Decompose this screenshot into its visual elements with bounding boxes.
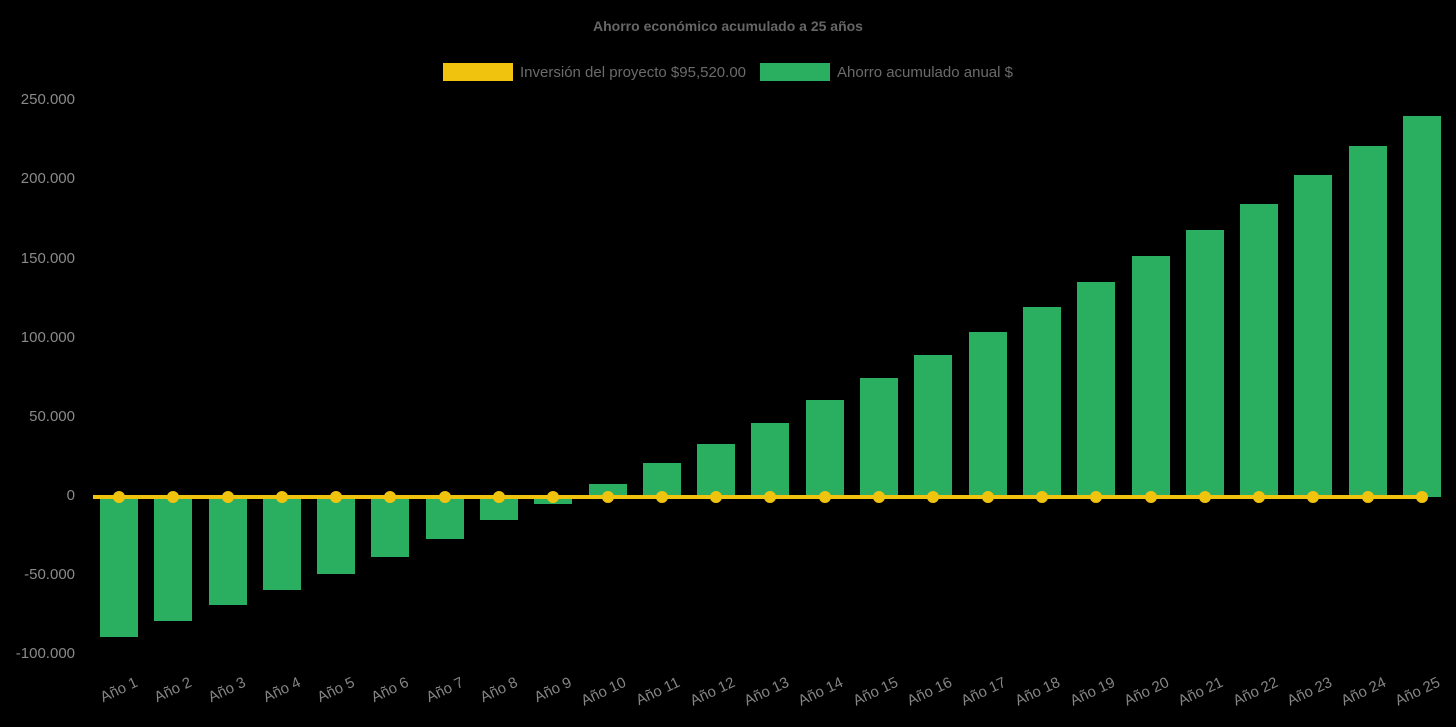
investment-line-point	[1253, 491, 1266, 503]
savings-bar	[914, 355, 953, 497]
x-axis-tick-label: Año 16	[904, 674, 955, 710]
investment-line-point	[330, 491, 343, 503]
x-axis-tick-label: Año 7	[423, 674, 466, 706]
savings-bar	[805, 400, 844, 497]
y-axis-tick-label: -100.000	[15, 645, 75, 663]
x-axis-tick-label: Año 22	[1230, 674, 1281, 710]
investment-line-point	[113, 491, 125, 503]
y-axis-tick-label: 150.000	[20, 249, 75, 267]
investment-line-point	[275, 491, 288, 503]
investment-line-point	[927, 491, 940, 503]
investment-line-point	[873, 491, 886, 503]
x-axis-tick-label: Año 12	[687, 674, 738, 710]
savings-bar	[371, 497, 410, 558]
savings-bar	[1022, 307, 1061, 497]
x-axis-tick-label: Año 24	[1338, 674, 1389, 710]
x-axis-tick-label: Año 17	[958, 674, 1009, 710]
y-axis-tick-label: 250.000	[20, 91, 75, 109]
x-axis-tick-label: Año 14	[795, 674, 846, 710]
savings-legend-swatch	[760, 63, 831, 81]
x-axis-tick-label: Año 20	[1121, 674, 1172, 710]
savings-bar	[100, 497, 138, 638]
investment-line-point	[655, 491, 668, 503]
investment-line-point	[818, 491, 831, 503]
savings-bar	[208, 497, 247, 606]
y-axis-tick-label: 0	[66, 487, 75, 504]
x-axis-tick-label: Año 11	[633, 674, 684, 710]
savings-bar	[425, 497, 464, 539]
investment-line-point	[547, 491, 560, 503]
savings-bar	[154, 497, 193, 622]
x-axis-tick-label: Año 3	[206, 674, 249, 706]
investment-line-point	[493, 491, 506, 503]
investment-line	[93, 495, 1422, 499]
x-axis-tick-label: Año 5	[314, 674, 358, 706]
legend-item-savings[interactable]: Ahorro acumulado anual $	[760, 63, 1013, 81]
x-axis-tick-label: Año 9	[531, 674, 575, 706]
savings-bar	[1402, 116, 1441, 497]
x-axis-tick-label: Año 23	[1284, 674, 1335, 710]
savings-bar	[588, 483, 627, 497]
x-axis-tick-label: Año 21	[1175, 674, 1226, 710]
investment-line-point	[438, 491, 451, 503]
investment-line-point	[1144, 491, 1157, 503]
savings-bar	[1077, 282, 1116, 497]
savings-bar	[968, 331, 1007, 497]
investment-legend-label: Inversión del proyecto $95,520.00	[520, 63, 747, 81]
investment-line-point	[981, 491, 994, 503]
investment-legend-swatch	[443, 63, 514, 81]
x-axis-tick-label: Año 10	[578, 674, 629, 710]
savings-bar	[262, 497, 301, 590]
savings-bar	[1185, 230, 1224, 497]
investment-line-point	[1415, 491, 1428, 503]
investment-line-point	[764, 491, 777, 503]
x-axis-tick-label: Año 8	[477, 674, 521, 706]
savings-bar	[480, 497, 519, 521]
investment-line-point	[384, 491, 397, 503]
x-axis-tick-label: Año 4	[260, 674, 304, 706]
x-axis-tick-label: Año 19	[1067, 674, 1118, 710]
investment-line-point	[1307, 491, 1320, 503]
investment-line-point	[1035, 491, 1048, 503]
y-axis-tick-label: 200.000	[20, 170, 75, 188]
investment-line-point	[1090, 491, 1103, 503]
x-axis-tick-label: Año 1	[97, 674, 141, 706]
savings-bar	[1348, 146, 1387, 497]
investment-line-point	[167, 491, 180, 503]
x-axis-tick-label: Año 15	[849, 674, 901, 710]
chart-title: Ahorro económico acumulado a 25 años	[593, 18, 863, 34]
x-axis-tick-label: Año 25	[1392, 674, 1444, 710]
savings-legend-label: Ahorro acumulado anual $	[837, 63, 1013, 81]
savings-bar	[751, 422, 790, 497]
investment-line-point	[1198, 491, 1211, 503]
x-axis-tick-label: Año 18	[1012, 674, 1064, 710]
savings-bar	[317, 497, 356, 574]
savings-bar	[1294, 175, 1333, 497]
y-axis-tick-label: 50.000	[29, 407, 75, 425]
investment-line-point	[221, 491, 234, 503]
savings-bar	[1131, 256, 1170, 497]
x-axis-tick-label: Año 2	[151, 674, 195, 706]
investment-line-point	[710, 491, 723, 503]
legend-item-investment[interactable]: Inversión del proyecto $95,520.00	[443, 63, 746, 81]
savings-bar	[860, 377, 899, 497]
x-axis-tick-label: Año 13	[741, 674, 792, 710]
chart-legend: Inversión del proyecto $95,520.00 Ahorro…	[0, 63, 1456, 81]
investment-line-point	[1361, 491, 1374, 503]
y-axis-tick-label: 100.000	[20, 328, 75, 346]
savings-bar	[1240, 203, 1279, 497]
savings-bar	[697, 443, 736, 497]
investment-line-point	[601, 491, 614, 503]
y-axis-tick-label: -50.000	[24, 566, 75, 584]
x-axis-tick-label: Año 6	[368, 674, 412, 706]
